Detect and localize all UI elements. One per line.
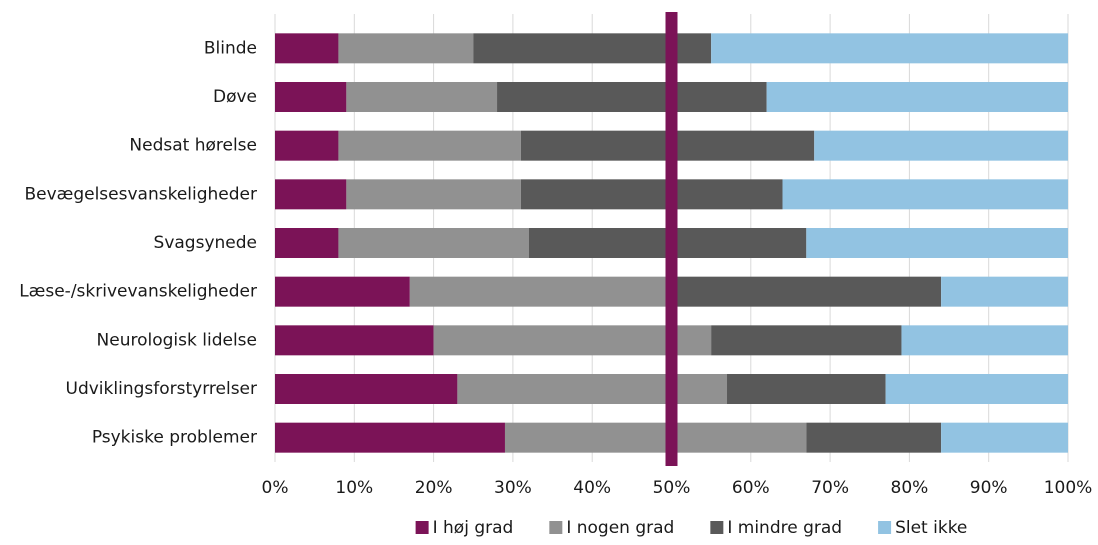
bar-segment [275, 374, 458, 404]
x-tick-label: 10% [335, 478, 373, 498]
bar-segment [409, 276, 672, 307]
bar-segment [346, 82, 498, 112]
bar-segment [275, 82, 347, 112]
bar-segment [338, 228, 529, 258]
legend-swatch [710, 521, 724, 534]
bar-segment [275, 276, 410, 307]
category-label: Døve [213, 87, 257, 107]
category-label: Nedsat hørelse [129, 136, 257, 156]
bar-segment [275, 179, 347, 210]
legend-label: I mindre grad [727, 518, 842, 538]
bar-segment [275, 130, 339, 161]
bar-segment [275, 422, 505, 453]
bar-segment [275, 33, 339, 64]
bar-segment [782, 179, 1068, 210]
category-label: Læse-/skrivevanskeligheder [19, 282, 257, 302]
bars [275, 33, 1068, 453]
category-label: Udviklingsforstyrrelser [66, 379, 257, 399]
x-tick-label: 20% [415, 478, 453, 498]
x-tick-label: 80% [891, 478, 929, 498]
bar-segment [338, 130, 521, 161]
bar-segment [941, 422, 1068, 453]
x-tick-label: 50% [653, 478, 691, 498]
legend-swatch [878, 521, 892, 534]
category-label: Blinde [204, 38, 257, 58]
bar-segment [433, 325, 712, 356]
x-axis-tick-labels: 0% 10% 20% 30% 40% 50% 60% 70% 80% 90% 100% [262, 478, 1093, 498]
bar-segment [671, 276, 942, 307]
x-tick-label: 90% [970, 478, 1008, 498]
bar-segment [497, 82, 767, 112]
x-tick-label: 70% [811, 478, 849, 498]
bar-segment [806, 422, 942, 453]
bar-segment [766, 82, 1068, 112]
bar-segment [504, 422, 807, 453]
x-tick-label: 100% [1044, 478, 1093, 498]
legend-label: I høj grad [433, 518, 514, 538]
bar-segment [727, 374, 886, 404]
bar-segment [711, 33, 1068, 64]
bar-segment [941, 276, 1068, 307]
legend: I høj grad I nogen grad I mindre grad Slet … [415, 518, 967, 538]
legend-label: Slet ikke [895, 518, 967, 538]
bar-segment [275, 228, 339, 258]
legend-swatch [415, 521, 429, 534]
x-tick-label: 30% [494, 478, 532, 498]
bar-segment [520, 179, 783, 210]
bar-segment [711, 325, 902, 356]
legend-swatch [549, 521, 563, 534]
bar-segment [885, 374, 1068, 404]
category-label: Neurologisk lidelse [97, 330, 257, 350]
bar-segment [338, 33, 474, 64]
bar-segment [346, 179, 521, 210]
bar-segment [275, 325, 434, 356]
legend-label: I nogen grad [566, 518, 674, 538]
bar-segment [457, 374, 728, 404]
bar-segment [814, 130, 1068, 161]
category-labels: Blinde Døve Nedsat hørelse Bevægelsesvanske… [19, 38, 257, 447]
category-label: Bevægelsesvanskeligheder [24, 184, 257, 204]
x-tick-label: 0% [262, 478, 289, 498]
bar-segment [901, 325, 1068, 356]
bar-segment [806, 228, 1068, 258]
category-label: Svagsynede [154, 233, 257, 253]
reference-line-group [665, 12, 678, 466]
reference-line [665, 12, 678, 466]
x-tick-label: 60% [732, 478, 770, 498]
x-tick-label: 40% [573, 478, 611, 498]
category-label: Psykiske problemer [92, 428, 257, 448]
